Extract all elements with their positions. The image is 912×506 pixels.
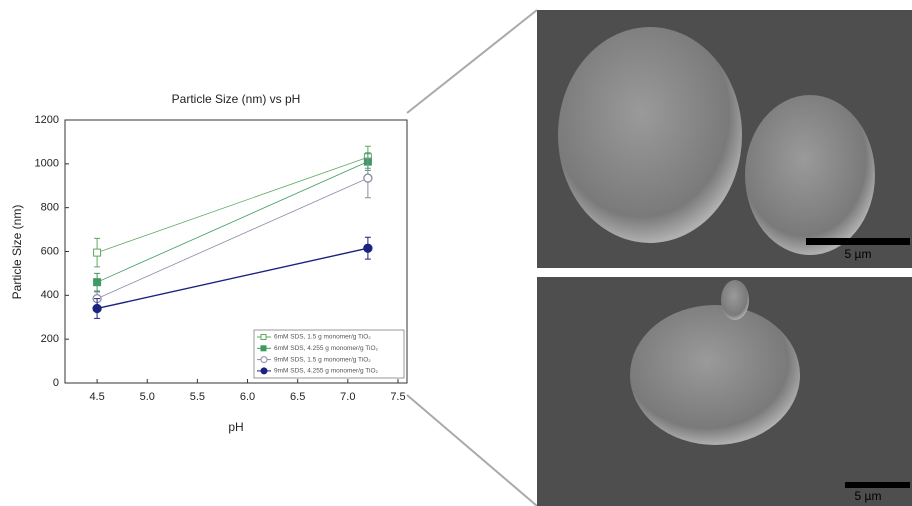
marker (93, 278, 102, 287)
series (92, 157, 373, 306)
legend-marker (260, 367, 268, 375)
x-tick-label: 7.5 (390, 391, 405, 403)
series (93, 145, 372, 268)
legend-label: 9mM SDS, 4.255 g monomer/g TiO₂ (274, 368, 379, 375)
marker (363, 243, 373, 253)
marker (363, 173, 373, 183)
x-tick-label: 6.5 (290, 391, 305, 403)
legend-label: 6mM SDS, 4.255 g monomer/g TiO₂ (274, 345, 379, 352)
series-line (96, 161, 369, 283)
connector (406, 394, 538, 506)
x-tick-label: 5.0 (140, 391, 155, 403)
y-tick-label: 600 (41, 245, 59, 257)
sem-image-bottom: 5 µm (537, 277, 912, 506)
y-tick-label: 800 (41, 202, 59, 214)
legend-label: 9mM SDS, 1.5 g monomer/g TiO₂ (274, 356, 371, 363)
series (92, 236, 373, 319)
series (93, 152, 372, 292)
scale-label: 5 µm (845, 247, 872, 261)
y-axis-label: Particle Size (nm) (10, 205, 24, 300)
y-tick-label: 200 (41, 333, 59, 345)
x-axis-label: pH (228, 420, 243, 434)
legend-box (253, 329, 405, 379)
x-tick-label: 5.5 (190, 391, 205, 403)
connector (406, 9, 538, 114)
legend-marker (260, 334, 267, 340)
chart-title: Particle Size (nm) vs pH (172, 92, 301, 106)
x-tick-label: 6.0 (240, 391, 255, 403)
sem-image-top: 5 µm (537, 10, 912, 268)
y-tick-label: 0 (53, 377, 59, 389)
scale-label: 5 µm (855, 489, 882, 503)
series-line (96, 177, 369, 299)
y-tick-label: 1000 (35, 158, 59, 170)
legend: 6mM SDS, 1.5 g monomer/g TiO₂ 6mM SDS, 4.… (253, 329, 405, 379)
legend-marker (260, 345, 267, 352)
legend-label: 6mM SDS, 1.5 g monomer/g TiO₂ (274, 334, 371, 341)
legend-marker (260, 356, 268, 364)
series-line (96, 156, 369, 253)
x-tick-label: 4.5 (89, 391, 104, 403)
y-tick-label: 400 (41, 289, 59, 301)
series-line (96, 247, 369, 310)
marker (92, 303, 102, 314)
x-tick-label: 7.0 (340, 391, 355, 403)
y-tick-label: 1200 (35, 114, 59, 126)
marker (93, 248, 102, 257)
